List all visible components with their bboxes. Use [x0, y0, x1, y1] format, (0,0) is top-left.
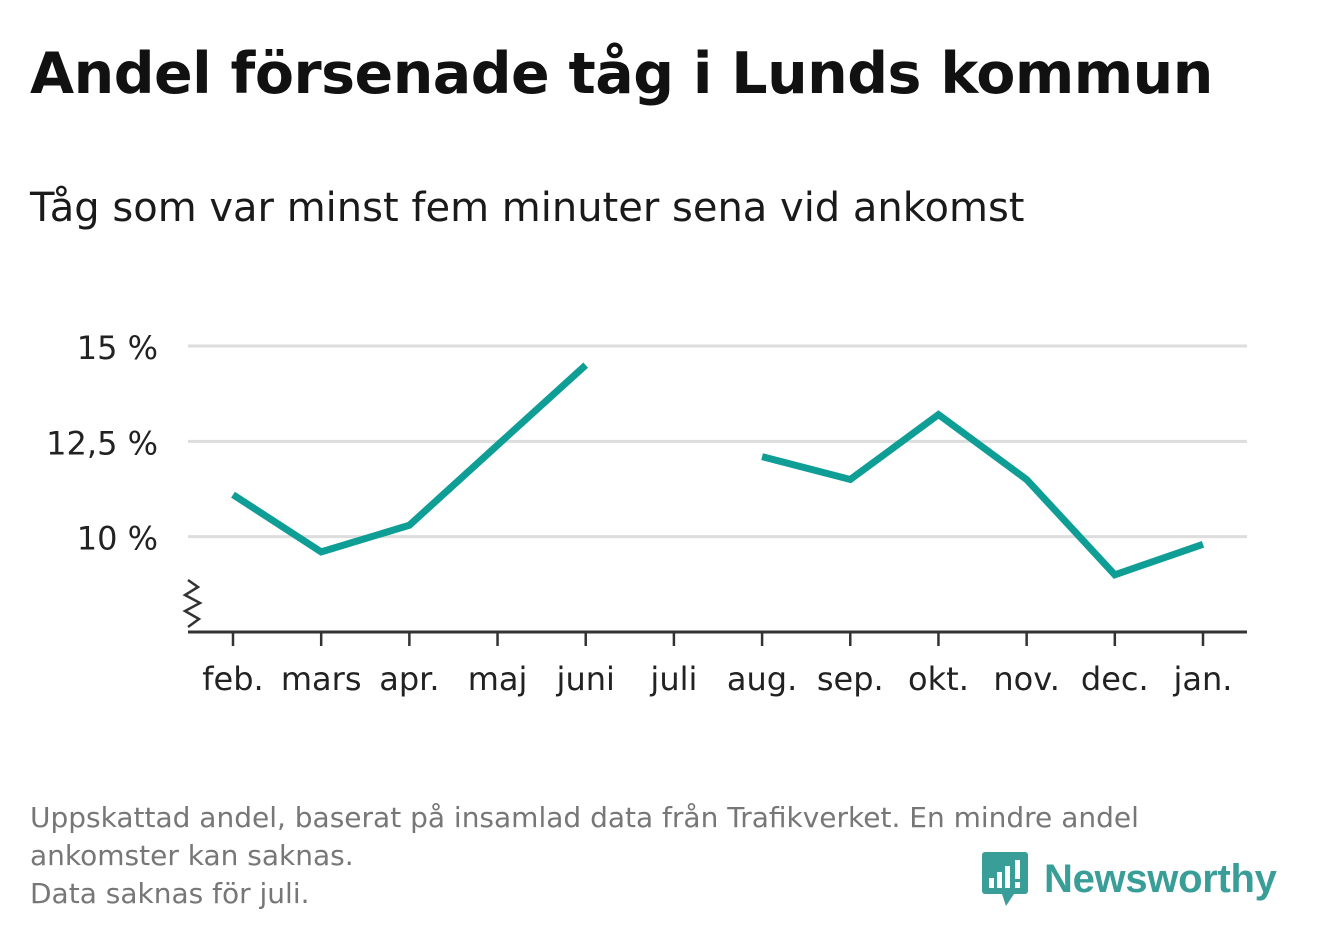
line-chart: 10 % 12,5 % 15 % feb. mars apr. maj juni juli au… [46, 329, 1247, 698]
x-tick-label: maj [468, 660, 528, 698]
axis-break-icon [182, 578, 203, 629]
footnote-line: ankomster kan saknas. [30, 839, 354, 872]
chart-subtitle: Tåg som var minst fem minuter sena vid a… [30, 185, 1025, 231]
footnote-line: Uppskattad andel, baserat på insamlad da… [30, 801, 1139, 834]
brand-name: Newsworthy [1044, 856, 1277, 901]
x-tick-label: juli [649, 660, 697, 698]
series-line [231, 362, 589, 556]
x-tick-label: sep. [817, 660, 884, 698]
x-tick-label: apr. [379, 660, 439, 698]
x-tick-label: mars [281, 660, 362, 698]
footnote: Uppskattad andel, baserat på insamlad da… [30, 799, 1280, 913]
x-tick-label: okt. [908, 660, 969, 698]
x-axis [182, 578, 1247, 646]
data-series [231, 362, 1205, 579]
x-tick-label: nov. [993, 660, 1059, 698]
y-tick-label: 15 % [77, 329, 158, 367]
footnote-line: Data saknas för juli. [30, 877, 310, 910]
series-line [761, 410, 1205, 579]
x-tick-label: dec. [1081, 660, 1149, 698]
newsworthy-logo: Newsworthy [980, 850, 1277, 908]
x-axis-labels: feb. mars apr. maj juni juli aug. sep. okt. nov. d… [202, 660, 1232, 698]
x-tick-label: aug. [727, 660, 797, 698]
chart-title: Andel försenade tåg i Lunds kommun [30, 41, 1213, 107]
x-tick-label: juni [556, 660, 615, 698]
bar-chart-speech-bubble-icon [982, 852, 1028, 906]
x-tick-label: feb. [202, 660, 263, 698]
y-tick-label: 12,5 % [46, 424, 158, 462]
y-tick-label: 10 % [77, 520, 158, 558]
y-axis-labels: 10 % 12,5 % 15 % [46, 329, 158, 558]
x-tick-label: jan. [1173, 660, 1233, 698]
gridlines [188, 344, 1247, 539]
